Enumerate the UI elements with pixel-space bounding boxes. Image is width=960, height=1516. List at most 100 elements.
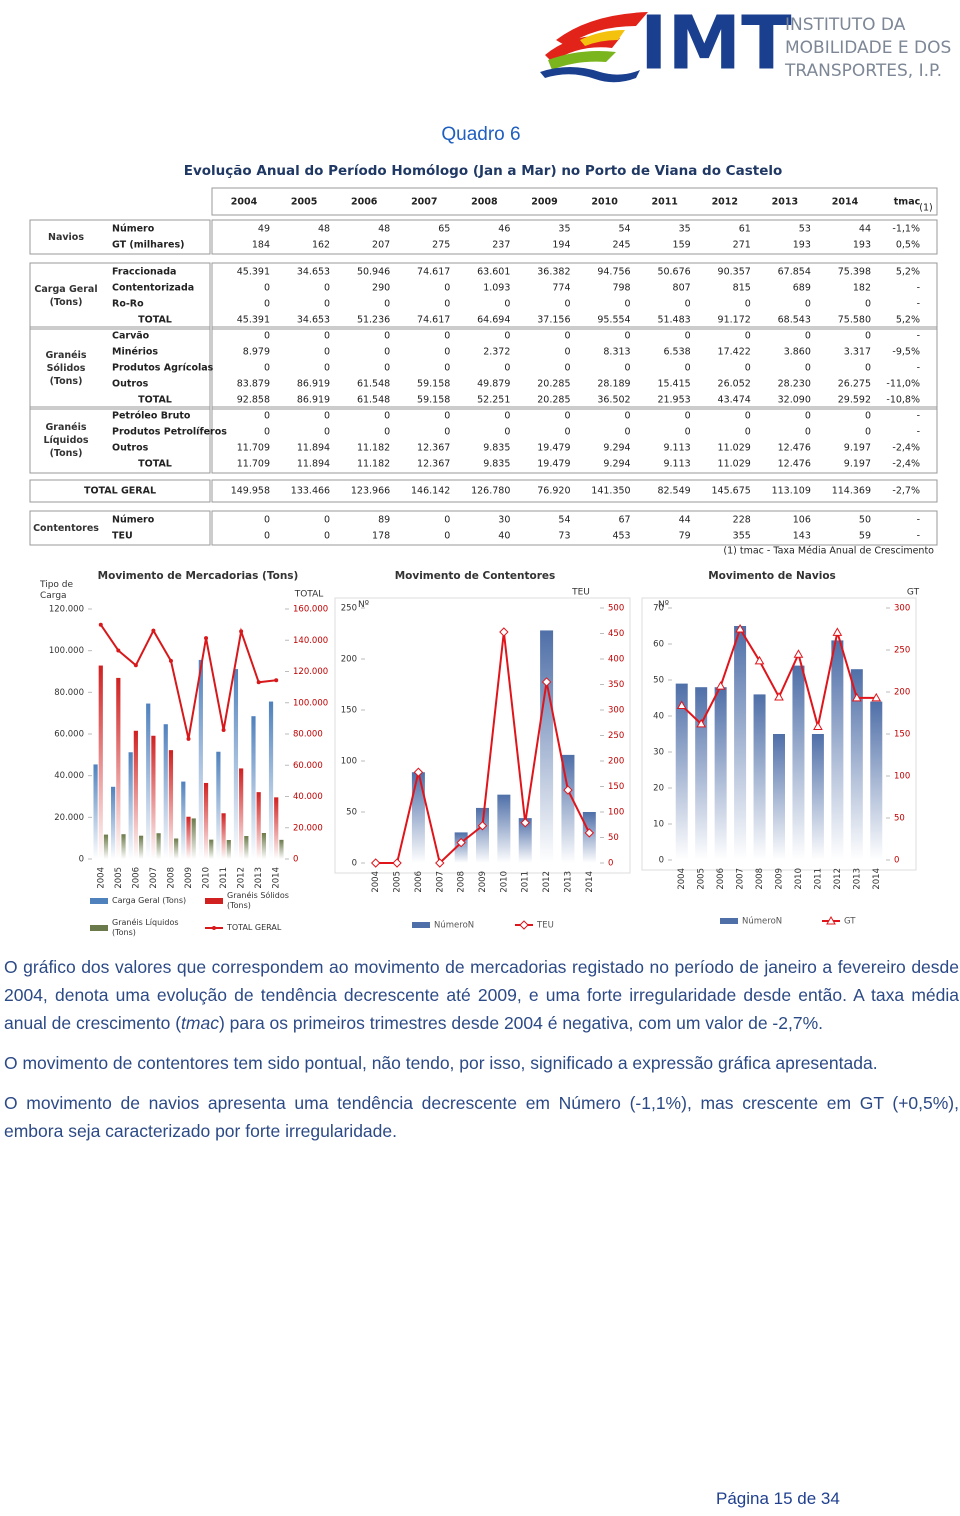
cell: 9.294 (603, 459, 630, 470)
cell: 162 (312, 240, 330, 251)
cell: 49 (258, 224, 270, 235)
cell: 106 (793, 515, 811, 526)
y-axis-label-box: Nº (658, 599, 669, 610)
bar (870, 701, 883, 860)
cell: 245 (612, 240, 630, 251)
cell: 0 (384, 347, 390, 358)
x-tick-label: 2005 (697, 868, 707, 890)
tmac-cell: - (917, 411, 920, 422)
year-header: 2008 (471, 197, 498, 208)
cell: 0 (685, 299, 691, 310)
line-series (681, 626, 877, 727)
line-series (99, 624, 277, 740)
bar (497, 794, 511, 863)
cell: 40 (498, 531, 510, 542)
bar (186, 816, 191, 859)
group-value-box (211, 479, 938, 503)
cell: 15.415 (657, 379, 690, 390)
tick-label: 0 (894, 856, 899, 866)
tmac-cell: - (917, 531, 920, 542)
year-header: 2007 (411, 197, 437, 208)
tmac-cell: -2,4% (892, 459, 920, 470)
legend-swatch (90, 898, 108, 904)
cell: 63.601 (477, 267, 510, 278)
tmac-cell: 5,2% (896, 315, 920, 326)
row-label: Ro-Ro (112, 299, 144, 310)
cell: 2.372 (483, 347, 510, 358)
text-run: ) para os primeiros trimestres desde 200… (218, 1013, 824, 1033)
tick-label: 500 (608, 604, 624, 614)
legend-label: GT (844, 917, 856, 927)
cell: 207 (372, 240, 390, 251)
tick-label: 40.000 (293, 792, 323, 802)
group-label: Navios (48, 231, 84, 243)
group-value-box (211, 219, 938, 255)
bar (174, 838, 179, 859)
cell: 67.854 (778, 267, 811, 278)
bar (103, 834, 109, 859)
tick-label: 300 (608, 706, 624, 716)
cell: 11.894 (297, 459, 330, 470)
tmac-cell: 5,2% (896, 267, 920, 278)
cell: 48 (318, 224, 330, 235)
bar (209, 839, 214, 859)
cell: 0 (805, 411, 811, 422)
line-marker (735, 623, 745, 633)
cell: 65 (438, 224, 450, 235)
legend-swatch (412, 922, 430, 928)
legend-label-box: Granéis Sólidos (Tons) (227, 891, 289, 910)
bar (268, 701, 274, 859)
cell: 0 (264, 411, 270, 422)
x-tick-label: 2013 (563, 871, 573, 893)
tick-label: 50 (346, 808, 357, 818)
cell: 19.479 (537, 459, 570, 470)
y-axis-label: Nº (658, 599, 669, 610)
group-label-box: Contentores (33, 523, 99, 534)
cell: 275 (432, 240, 450, 251)
group-label-box: Granéis Líquidos (Tons) (43, 422, 88, 459)
cell: 0 (685, 411, 691, 422)
bar (773, 734, 785, 860)
row-label: Petróleo Bruto (112, 411, 191, 422)
x-tick-label: 2005 (114, 867, 124, 889)
bar (181, 781, 186, 859)
cell: 0 (324, 531, 330, 542)
table-title: Evolução Anual do Período Homólogo (Jan … (184, 163, 783, 179)
cell: 3.317 (844, 347, 871, 358)
year-header: 2013 (772, 197, 798, 208)
cell: 0 (685, 427, 691, 438)
line-marker (239, 629, 244, 634)
cell: 43.474 (718, 395, 751, 406)
tick-label: 300 (894, 604, 910, 614)
cell: 193 (853, 240, 871, 251)
cell: 0 (384, 299, 390, 310)
tick-label: 0 (659, 856, 664, 866)
group-value-box (211, 406, 938, 474)
cell: 35 (679, 224, 691, 235)
cell: 73 (558, 531, 570, 542)
cell: 28.230 (778, 379, 811, 390)
cell: 9.197 (844, 443, 871, 454)
bar (256, 792, 261, 859)
bar (221, 813, 226, 859)
line-marker (696, 718, 707, 728)
cell: 11.029 (718, 443, 751, 454)
cell: 89 (378, 515, 390, 526)
tick-label: 80.000 (293, 730, 323, 740)
footnote: (1) tmac - Taxa Média Anual de Crescimen… (723, 546, 934, 557)
cell: 0 (805, 363, 811, 374)
y2-axis-label: GT (907, 588, 920, 598)
cell: 75.398 (838, 267, 871, 278)
cell: 37.156 (537, 315, 570, 326)
line-marker (541, 677, 552, 687)
cell: 0 (324, 411, 330, 422)
legend-label: TEU (536, 921, 554, 931)
cell: 34.653 (297, 315, 330, 326)
chart-title: Movimento de Navios (708, 570, 836, 582)
group-label-box: Carga Geral (Tons) (34, 284, 97, 308)
cell: 0 (865, 411, 871, 422)
x-tick-label: 2007 (149, 867, 159, 889)
cell: 11.029 (718, 459, 751, 470)
line-marker (477, 821, 488, 831)
cell: 0 (625, 411, 631, 422)
